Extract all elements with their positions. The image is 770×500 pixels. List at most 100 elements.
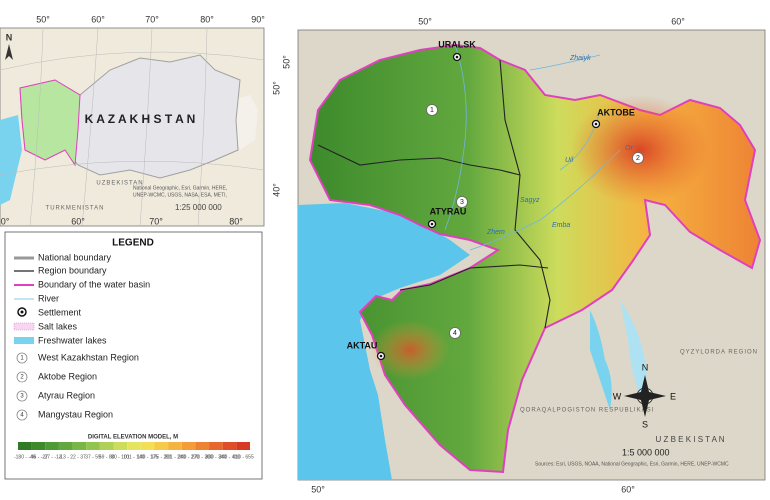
region-marker <box>456 196 468 208</box>
compass-n: N <box>642 362 649 372</box>
elevation-swatch <box>140 442 155 450</box>
rivers <box>444 44 621 251</box>
inset-top-tick: 50° <box>36 14 50 24</box>
river-label: Uil <box>565 157 574 164</box>
region-number: 2 <box>20 375 24 381</box>
region-marker <box>16 390 28 402</box>
elevation-swatch <box>168 442 182 450</box>
compass-w: W <box>613 391 622 401</box>
elevation-class: -180 - -46 <box>14 454 36 460</box>
settlement <box>455 55 459 59</box>
elevation-swatch <box>45 442 59 450</box>
elevation-class: -46 - -27 <box>29 454 48 460</box>
elevation-class: 175 - 201 <box>151 454 172 460</box>
region-number: 3 <box>460 199 464 206</box>
region-marker <box>632 152 644 164</box>
inset-top-tick: 60° <box>91 14 105 24</box>
inset-north: N <box>6 32 13 42</box>
region-marker <box>16 352 28 364</box>
legend-item: River <box>38 293 59 303</box>
inset-north-arrow <box>5 44 13 60</box>
inset-bottom-tick: 0° <box>1 216 10 226</box>
compass: N E S W <box>613 362 676 429</box>
country-label: K A Z A K H S T A N <box>85 112 196 126</box>
elevation-class: 201 - 240 <box>164 454 185 460</box>
neighbor-label: TURKMENISTAN <box>46 206 105 212</box>
elevation-swatch <box>86 442 100 450</box>
settlement <box>594 122 598 126</box>
aral-sea <box>590 310 612 410</box>
elevation-swatch <box>154 442 169 450</box>
inset-bottom-tick: 80° <box>229 216 243 226</box>
legend-item: Freshwater lakes <box>38 335 107 345</box>
inset-top-tick: 80° <box>200 14 214 24</box>
aral-sea-east <box>620 300 647 395</box>
symbol-settlement <box>20 310 24 314</box>
region-number: 4 <box>453 330 457 337</box>
elevation-class: 270 - 300 <box>192 454 213 460</box>
highland <box>570 95 710 205</box>
elevation-class: 101 - 140 <box>123 454 144 460</box>
elevation-class: 59 - 80 <box>99 454 115 460</box>
neighbor-label: UZBEKISTAN <box>96 181 143 187</box>
inset-scale: 1:25 000 000 <box>175 203 222 212</box>
settlement <box>430 222 434 226</box>
legend-title: LEGEND <box>112 238 154 249</box>
river-label: Sagyz <box>520 197 540 204</box>
inset-map: 50° 60° 70° 80° 90° 0° 60° 70° 80° N K A… <box>0 14 265 227</box>
elevation-swatch <box>209 442 223 450</box>
elevation-swatch <box>31 442 46 450</box>
legend-item: Region boundary <box>38 265 107 275</box>
legend-item: Mangystau Region <box>38 409 113 419</box>
legend-frame <box>4 231 263 480</box>
main-left-tick: 40° <box>271 183 281 197</box>
region-marker <box>449 327 461 339</box>
elevation-swatch <box>58 442 73 450</box>
elevation-swatch <box>222 442 237 450</box>
region-number: 4 <box>20 413 24 419</box>
elevation-class: 37 - 59 <box>85 454 101 460</box>
legend-item: Atyrau Region <box>38 390 95 400</box>
city-label: AKTAU <box>347 340 378 350</box>
legend-item: Aktobe Region <box>38 371 97 381</box>
river-label: Or <box>625 145 633 152</box>
elevation-swatch <box>113 442 128 450</box>
elevation-swatch <box>18 442 32 450</box>
graticule <box>0 27 265 227</box>
elevation-title: DIGITAL ELEVATION MODEL, M <box>88 435 178 441</box>
region-number: 3 <box>20 394 24 400</box>
main-top-tick: 60° <box>671 16 685 26</box>
main-scale: 1:5 000 000 <box>622 447 670 457</box>
elevation-class: 300 - 340 <box>205 454 226 460</box>
elevation-class: 140 - 175 <box>137 454 158 460</box>
city-label: ATYRAU <box>430 206 467 216</box>
elevation-class: 2 - 37 <box>73 454 86 460</box>
elevation-swatch <box>72 442 87 450</box>
region-number: 1 <box>430 107 434 114</box>
inset-top-tick: 70° <box>145 14 159 24</box>
caspian-sea <box>298 203 470 480</box>
area-label: U Z B E K I S T A N <box>655 435 724 444</box>
elevation-class: -13 - 2 <box>59 454 74 460</box>
area-label: QORAQALPOGISTON RESPUBLIKASI <box>520 408 654 414</box>
legend-item: Boundary of the water basin <box>38 279 150 289</box>
legend-item: Settlement <box>38 307 82 317</box>
elevation-swatch <box>181 442 196 450</box>
main-top-tick: 50° <box>418 16 432 26</box>
highland <box>370 320 450 380</box>
symbol-fresh-lake <box>14 337 34 344</box>
region-marker <box>16 371 28 383</box>
area-label: QYZYLORDA REGION <box>680 350 758 356</box>
elevation-class: -27 - -13 <box>43 454 62 460</box>
city-label: AKTOBE <box>597 107 635 117</box>
region-boundaries <box>317 59 551 329</box>
cities: URALSK AKTOBE ATYRAU AKTAU 1 2 3 4 <box>347 39 644 361</box>
river-label: Emba <box>552 222 570 229</box>
inset-source: National Geographic, Esri, Garmin, HERE, <box>133 185 227 191</box>
elevation-class: 410 - 655 <box>233 454 254 460</box>
river-label: Zhaiyk <box>569 55 591 62</box>
region-number: 2 <box>636 155 640 162</box>
legend-item: National boundary <box>38 252 112 262</box>
